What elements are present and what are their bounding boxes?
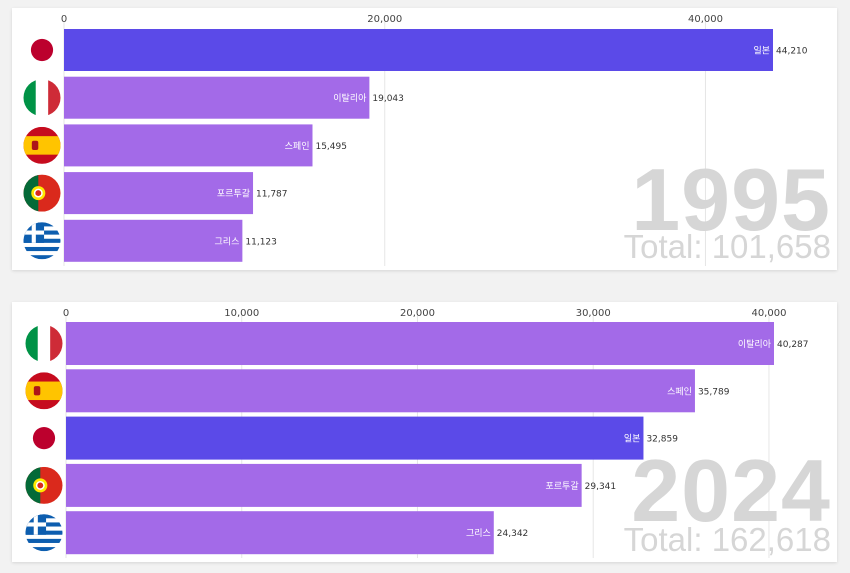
bar-country-label: 이탈리아 (333, 93, 367, 104)
bar-value-label: 40,287 (777, 340, 809, 350)
bar (64, 124, 313, 167)
bar (64, 76, 370, 119)
greece-flag-icon (25, 514, 63, 552)
italy-flag-icon (25, 325, 63, 362)
bar-value-label: 32,859 (646, 435, 678, 445)
bar-value-label: 24,342 (497, 529, 529, 539)
bar (66, 322, 774, 365)
bar-country-label: 스페인 (667, 386, 692, 397)
tick-label: 10,000 (224, 308, 259, 319)
bar-country-label: 그리스 (215, 236, 240, 247)
japan-flag-icon (23, 31, 61, 69)
bar-country-label: 스페인 (285, 141, 310, 152)
tick-label: 0 (61, 14, 67, 25)
total-label: Total: 162,618 (623, 521, 831, 558)
bar-country-label: 포르투갈 (217, 189, 250, 200)
tick-label: 40,000 (688, 14, 723, 25)
bar-value-label: 29,341 (585, 482, 617, 492)
bar-value-label: 11,123 (245, 237, 277, 247)
bar (66, 416, 644, 460)
spain-flag-icon (23, 126, 61, 164)
total-label: Total: 101,658 (623, 228, 831, 265)
tick-label: 20,000 (400, 308, 435, 319)
greece-flag-icon (23, 222, 61, 260)
bar-country-label: 포르투갈 (546, 481, 579, 492)
spain-flag-icon (25, 372, 63, 410)
bar (64, 172, 254, 215)
bar-country-label: 일본 (624, 434, 641, 445)
bar-country-label: 그리스 (466, 528, 491, 539)
bar (66, 369, 695, 413)
bar (66, 511, 494, 555)
portugal-flag-icon (23, 174, 61, 212)
japan-flag-icon (25, 419, 63, 457)
tick-label: 30,000 (576, 308, 611, 319)
bar-value-label: 15,495 (315, 142, 347, 152)
bar-value-label: 11,787 (256, 190, 288, 200)
italy-flag-icon (23, 79, 61, 117)
bar (64, 219, 243, 262)
bar-value-label: 19,043 (372, 94, 404, 104)
tick-label: 40,000 (751, 308, 786, 319)
bar (64, 29, 773, 71)
year-label: 1995 (631, 150, 831, 249)
chart-panel-2024: 0 10,000 20,000 30,000 40,000 이탈리아 40,287 스페인 35… (12, 302, 837, 562)
chart-panel-1995: 0 20,000 40,000 일본 44,210 이탈리아 19,043 스페인 15,495… (12, 8, 837, 270)
bar-country-label: 일본 (753, 46, 770, 57)
bar-chart-2024: 0 10,000 20,000 30,000 40,000 이탈리아 40,287 스페인 35… (25, 308, 809, 558)
bar-country-label: 이탈리아 (738, 339, 772, 350)
bar-value-label: 35,789 (698, 387, 730, 397)
portugal-flag-icon (25, 466, 63, 504)
tick-label: 20,000 (367, 14, 402, 25)
bar-value-label: 44,210 (776, 47, 808, 57)
bar-chart-1995: 0 20,000 40,000 일본 44,210 이탈리아 19,043 스페인 15,495… (23, 14, 808, 266)
year-label: 2024 (631, 441, 831, 540)
tick-label: 0 (63, 308, 69, 319)
bar (66, 463, 582, 507)
